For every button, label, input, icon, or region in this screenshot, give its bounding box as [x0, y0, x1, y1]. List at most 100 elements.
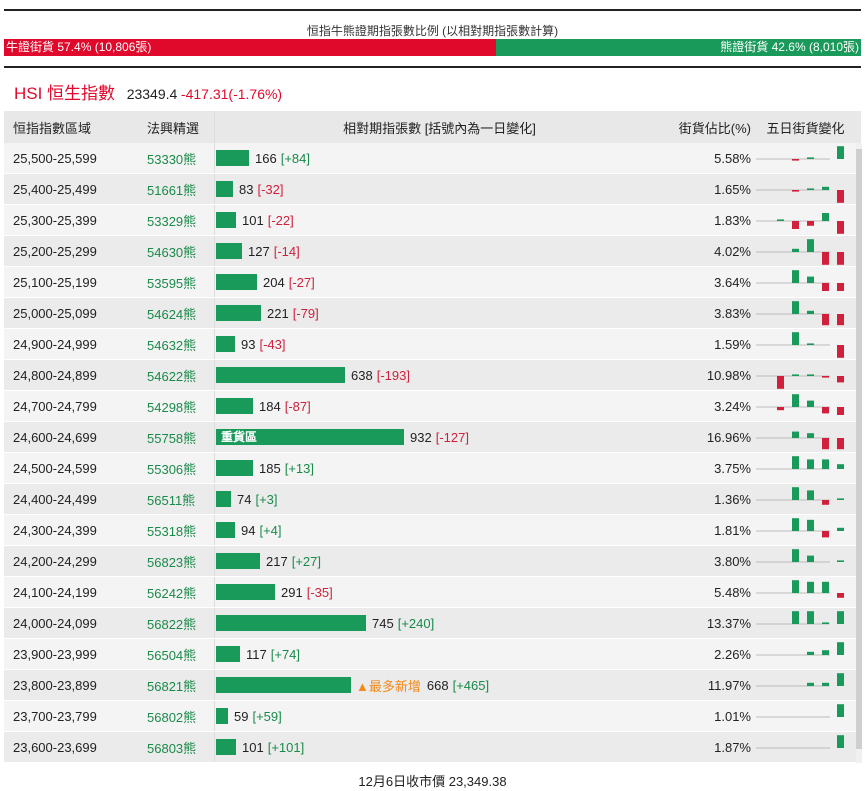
warrant-link[interactable]: 56242熊 — [147, 585, 197, 601]
sparkline-bar — [807, 490, 814, 500]
scrollbar-thumb[interactable] — [856, 149, 862, 749]
sparkline-bar — [837, 527, 844, 531]
five-day-sparkline — [754, 422, 857, 452]
index-quote: HSI 恒生指數 23349.4 -417.31(-1.76%) — [14, 79, 282, 104]
sparkline-bar — [822, 186, 829, 190]
sparkline-bar — [822, 459, 829, 469]
warrant-link[interactable]: 54630熊 — [147, 244, 197, 260]
five-day-sparkline — [754, 639, 857, 669]
contracts-cell: 83 [-32] — [214, 174, 664, 204]
index-name[interactable]: HSI 恒生指數 — [14, 84, 116, 103]
contracts-cell: 101 [+101] — [214, 732, 664, 762]
daily-change: [+27] — [291, 553, 321, 569]
range-cell: 25,300-25,399 — [13, 212, 97, 228]
warrant-link[interactable]: 54624熊 — [147, 306, 197, 322]
sparkline-bar — [792, 221, 799, 229]
range-cell: 24,800-24,899 — [13, 367, 97, 383]
warrant-link[interactable]: 54632熊 — [147, 337, 197, 353]
sparkline-bar — [837, 407, 844, 415]
pct-cell: 1.36% — [714, 491, 751, 507]
warrant-link[interactable]: 56504熊 — [147, 647, 197, 663]
pct-cell: 3.64% — [714, 274, 751, 290]
warrant-link[interactable]: 55306熊 — [147, 461, 197, 477]
five-day-sparkline — [754, 608, 857, 638]
five-day-sparkline — [754, 732, 857, 762]
contracts-value: 204 — [263, 274, 285, 290]
warrant-link[interactable]: 56821熊 — [147, 678, 197, 694]
range-cell: 25,200-25,299 — [13, 243, 97, 259]
sparkline-bar — [807, 555, 814, 562]
contracts-bar — [216, 243, 242, 259]
warrant-link[interactable]: 56802熊 — [147, 709, 197, 725]
range-cell: 25,000-25,099 — [13, 305, 97, 321]
pct-cell: 13.37% — [706, 615, 751, 631]
sparkline-bar — [807, 157, 814, 159]
sparkline-bar — [792, 301, 799, 314]
sparkline-bar — [777, 219, 784, 221]
sparkline-bar — [807, 682, 814, 686]
contracts-bar — [216, 181, 233, 197]
five-day-chart — [756, 735, 844, 749]
range-cell: 23,600-23,699 — [13, 739, 97, 755]
warrant-link[interactable]: 56511熊 — [147, 492, 196, 508]
sparkline-bar — [822, 213, 829, 221]
sparkline-bar — [807, 310, 814, 314]
warrant-link[interactable]: 53330熊 — [147, 151, 197, 167]
table-row: 23,900-23,999 56504熊 117 [+74] 2.26% — [4, 639, 861, 670]
contracts-value: 291 — [281, 584, 303, 600]
pct-cell: 1.81% — [714, 522, 751, 538]
table-header: 恒指指數區域 法興精選 相對期指張數 [括號內為一日變化] 街貨佔比(%) 五日… — [4, 111, 861, 143]
contracts-cell: 745 [+240] — [214, 608, 664, 638]
contracts-value: 185 — [259, 460, 281, 476]
five-day-chart — [756, 431, 844, 450]
sparkline-bar — [822, 438, 829, 450]
sparkline-bar — [822, 314, 829, 326]
sparkline-bar — [807, 400, 814, 407]
bull-ratio-segment: 牛證街貨 57.4% (10,806張) — [4, 39, 496, 56]
warrant-link[interactable]: 53329熊 — [147, 213, 197, 229]
pct-cell: 2.26% — [714, 646, 751, 662]
contracts-value: 638 — [351, 367, 373, 383]
sparkline-bar — [792, 549, 799, 562]
range-cell: 24,900-24,999 — [13, 336, 97, 352]
heavy-zone-tag: 重貨區 — [221, 430, 258, 444]
bear-ratio-segment: 熊證街貨 42.6% (8,010張) — [495, 39, 861, 56]
table-row: 25,100-25,199 53595熊 204 [-27] 3.64% — [4, 267, 861, 298]
warrant-link[interactable]: 53595熊 — [147, 275, 197, 291]
daily-change: [-193] — [376, 367, 410, 383]
range-cell: 24,500-24,599 — [13, 460, 97, 476]
contracts-bar — [216, 739, 236, 755]
sparkline-bar — [822, 650, 829, 655]
warrant-link[interactable]: 51661熊 — [147, 182, 197, 198]
sparkline-bar — [792, 159, 799, 161]
contracts-cell: 217 [+27] — [214, 546, 664, 576]
pct-cell: 3.24% — [714, 398, 751, 414]
warrant-link[interactable]: 56822熊 — [147, 616, 197, 632]
daily-change: [+4] — [259, 522, 282, 538]
five-day-sparkline — [754, 205, 857, 235]
five-day-chart — [756, 394, 844, 415]
sparkline-bar — [792, 332, 799, 345]
sparkline-bar — [807, 611, 814, 624]
warrant-link[interactable]: 55758熊 — [147, 430, 197, 446]
contracts-value: 166 — [255, 150, 277, 166]
five-day-chart — [756, 456, 844, 470]
warrant-link[interactable]: 56823熊 — [147, 554, 197, 570]
sparkline-bar — [807, 581, 814, 593]
top-divider — [4, 9, 861, 11]
sparkline-bar — [807, 374, 814, 376]
scrollbar[interactable] — [856, 143, 862, 763]
contracts-value: 59 — [234, 708, 249, 724]
warrant-link[interactable]: 54298熊 — [147, 399, 197, 415]
sparkline-bar — [792, 487, 799, 500]
contracts-bar — [216, 305, 261, 321]
table-row: 24,600-24,699 55758熊 重貨區 932 [-127] 16.96% — [4, 422, 861, 453]
pct-cell: 1.87% — [714, 739, 751, 755]
range-cell: 25,100-25,199 — [13, 274, 97, 290]
warrant-link[interactable]: 56803熊 — [147, 740, 197, 756]
five-day-chart — [756, 213, 844, 234]
contracts-cell: 74 [+3] — [214, 484, 664, 514]
sparkline-bar — [807, 239, 814, 252]
warrant-link[interactable]: 55318熊 — [147, 523, 197, 539]
warrant-link[interactable]: 54622熊 — [147, 368, 197, 384]
